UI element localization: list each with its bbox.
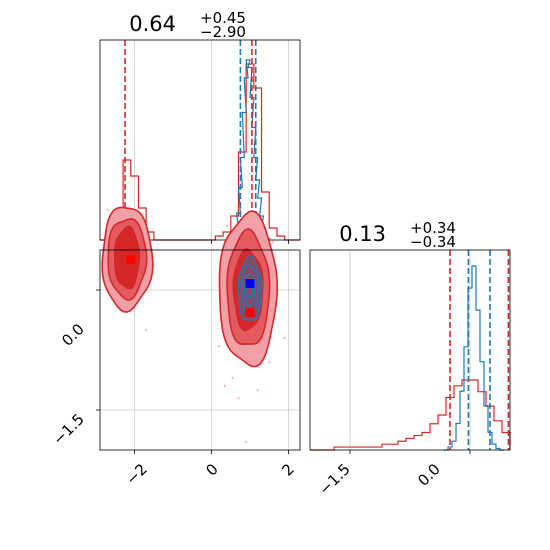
x-tick-label-param1-0: −2 (122, 460, 150, 488)
title-param1-sub: −2.90 (200, 23, 246, 41)
title-param2-sup: +0.34 (410, 219, 456, 237)
x-tick-label-param1-2: 2 (278, 460, 297, 479)
joint-scatter-point-6 (283, 336, 286, 340)
joint-density-panel (96, 206, 301, 454)
y-tick-labels-param2: 0.0 −1.5 (49, 320, 87, 448)
histogram-param1-panel (99, 39, 301, 244)
y-tick-label-param2-1: 0.0 (58, 320, 88, 350)
joint-scatter-point-9 (144, 328, 148, 332)
x-tick-label-param2-0: −1.5 (315, 460, 353, 498)
title-param2-main: 0.13 (339, 222, 386, 246)
title-param1-sup: +0.45 (200, 9, 246, 27)
joint-scatter-point-10 (244, 440, 248, 444)
joint-red-marker-0 (126, 255, 136, 265)
x-tick-label-param1-1: 0 (202, 460, 221, 479)
joint-blue-contour-2 (243, 273, 256, 308)
joint-scatter-point-1 (231, 376, 234, 380)
title-param1-main: 0.64 (129, 12, 176, 36)
x-tick-labels-param1: −2 0 2 (122, 460, 297, 488)
title-param2-sub: −0.34 (410, 233, 456, 251)
joint-scatter-point-0 (223, 384, 227, 388)
joint-blue-marker (245, 279, 255, 289)
x-tick-label-param2-1: 0.0 (414, 460, 444, 490)
hist2-red-histogram (310, 379, 511, 451)
joint-scatter-point-7 (271, 240, 275, 244)
title-param2: 0.13 +0.34 −0.34 (339, 219, 456, 251)
joint-scatter-point-2 (237, 396, 240, 400)
y-tick-label-param2-0: −1.5 (49, 410, 87, 448)
histogram-param2-panel (309, 249, 511, 454)
joint-red-marker-1 (245, 307, 255, 317)
x-tick-labels-param2: −1.5 0.0 (315, 460, 443, 498)
joint-scatter-point-8 (106, 208, 109, 212)
hist1-frame (99, 39, 301, 241)
joint-scatter-point-3 (256, 388, 259, 392)
hist2-blue-histogram (444, 265, 504, 451)
joint-frame (99, 249, 301, 451)
joint-scatter-point-4 (268, 360, 271, 364)
joint-scatter-point-5 (218, 344, 221, 348)
hist2-frame (309, 249, 511, 451)
joint-scatter-point-11 (225, 224, 229, 228)
title-param1: 0.64 +0.45 −2.90 (129, 9, 246, 41)
